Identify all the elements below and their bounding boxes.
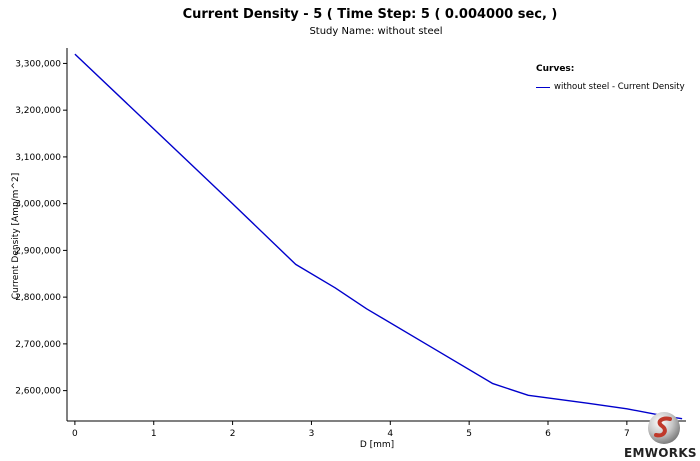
x-tick-label: 7 xyxy=(624,429,630,439)
y-tick-label: 3,200,000 xyxy=(15,106,61,116)
x-axis-ticks: 0 1 2 3 4 5 6 7 xyxy=(72,421,630,439)
legend-item: without steel - Current Density xyxy=(536,82,685,92)
emworks-logo-icon xyxy=(648,412,680,444)
y-tick-label: 3,100,000 xyxy=(15,153,61,163)
x-tick-label: 6 xyxy=(545,429,551,439)
legend-swatch xyxy=(536,86,550,88)
y-tick-label: 3,300,000 xyxy=(15,59,61,69)
y-axis-label: Current Density [Amp/m^2] xyxy=(11,172,21,300)
y-tick-label: 2,600,000 xyxy=(15,387,61,397)
series-line xyxy=(74,53,683,420)
x-tick-label: 0 xyxy=(72,429,78,439)
y-tick-label: 2,700,000 xyxy=(15,340,61,350)
x-axis-label: D [mm] xyxy=(359,440,395,450)
brand-name: EMWORKS xyxy=(624,446,697,460)
y-axis-ticks: 2,600,000 2,700,000 2,800,000 2,900,000 3,00… xyxy=(15,59,67,397)
x-tick-label: 2 xyxy=(230,429,236,439)
legend-item-label: without steel - Current Density xyxy=(554,82,685,92)
x-tick-label: 4 xyxy=(387,429,393,439)
x-tick-label: 5 xyxy=(466,429,472,439)
chart-subtitle: Study Name: without steel xyxy=(309,26,443,37)
y-tick-label: 2,800,000 xyxy=(15,293,61,303)
chart-title: Current Density - 5 ( Time Step: 5 ( 0.0… xyxy=(182,7,558,22)
x-tick-label: 1 xyxy=(151,429,157,439)
series-lines xyxy=(74,53,683,420)
x-tick-label: 3 xyxy=(309,429,315,439)
y-tick-label: 2,900,000 xyxy=(15,246,61,256)
y-tick-label: 3,000,000 xyxy=(15,200,61,210)
axes xyxy=(66,48,686,422)
legend-title: Curves: xyxy=(536,64,575,74)
